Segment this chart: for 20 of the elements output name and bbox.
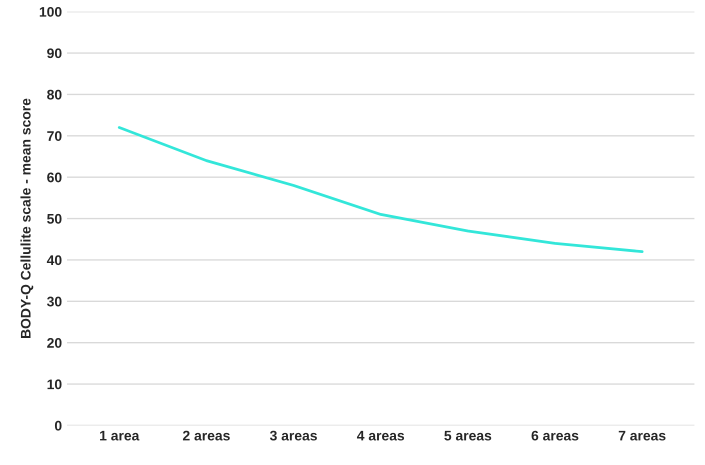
y-tick-label: 50 <box>47 214 62 224</box>
x-tick-label: 3 areas <box>270 430 317 441</box>
y-tick-label: 80 <box>47 90 62 100</box>
x-tick-label: 6 areas <box>532 430 578 441</box>
y-tick-label: 70 <box>47 131 62 141</box>
y-tick-label: 20 <box>47 338 62 348</box>
x-tick-label: 4 areas <box>356 430 404 441</box>
y-tick-label: 30 <box>46 296 62 307</box>
x-tick-label: 1 area <box>100 430 140 441</box>
y-tick-label: 40 <box>46 255 62 266</box>
y-tick-label: 90 <box>47 48 62 58</box>
y-tick-label: 100 <box>40 6 62 17</box>
x-tick-label: 2 areas <box>182 430 230 441</box>
y-tick-label: 10 <box>48 379 62 390</box>
x-tick-label: 5 areas <box>444 430 492 441</box>
x-tick-label: 7 areas <box>618 430 666 441</box>
y-tick-label: 60 <box>47 172 62 182</box>
y-tick-label: 0 <box>54 420 62 431</box>
y-axis-title: BODY-Q Cellulite scale - mean score <box>20 98 34 338</box>
line-series <box>118 126 644 254</box>
